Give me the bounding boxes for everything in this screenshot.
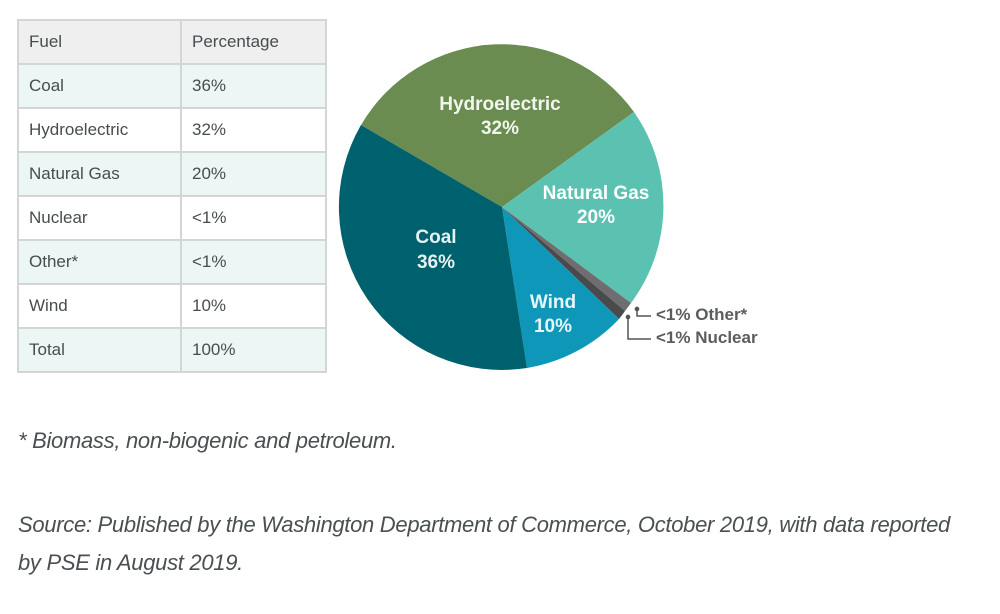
percentage-cell: 32%	[180, 107, 327, 153]
fuel-cell: Wind	[17, 283, 182, 329]
percentage-cell: 100%	[180, 327, 327, 373]
fuel-cell: Nuclear	[17, 195, 182, 241]
label-natural-gas-pct: 20%	[577, 207, 615, 228]
pie-slice-wind	[502, 207, 619, 368]
source-citation: Source: Published by the Washington Depa…	[18, 512, 950, 575]
label-coal-pct: 36%	[417, 252, 455, 273]
fuel-mix-pie-chart: Hydroelectric 32% Natural Gas 20% Coal 3…	[338, 44, 758, 370]
label-wind-pct: 10%	[534, 316, 572, 337]
pie-slice-nuclear	[502, 207, 625, 319]
pie-slice-hydroelectric	[361, 44, 634, 207]
fuel-cell: Other*	[17, 239, 182, 285]
pie-slice-other	[502, 207, 631, 311]
table-row: Nuclear <1%	[17, 195, 327, 241]
callout-other: <1% Other*	[656, 305, 748, 324]
callout-nuclear: <1% Nuclear	[656, 328, 758, 347]
fuel-cell: Total	[17, 327, 182, 373]
callout-other-leader	[634, 306, 651, 317]
header-fuel: Fuel	[17, 19, 182, 65]
pie-slice-coal	[338, 125, 527, 370]
table-header-row: Fuel Percentage	[17, 19, 327, 65]
fuel-cell: Hydroelectric	[17, 107, 182, 153]
label-hydroelectric-name: Hydroelectric	[439, 94, 561, 115]
fuel-cell: Natural Gas	[17, 151, 182, 197]
pie-slice-natural-gas	[502, 112, 664, 303]
table-row: Coal 36%	[17, 63, 327, 109]
fuel-cell: Coal	[17, 63, 182, 109]
table-row: Other* <1%	[17, 239, 327, 285]
label-coal-name: Coal	[415, 227, 456, 248]
fuel-percentage-table: Fuel Percentage Coal 36% Hydroelectric 3…	[17, 19, 327, 373]
table-row-total: Total 100%	[17, 327, 327, 373]
label-hydroelectric-pct: 32%	[481, 118, 519, 139]
table-row: Wind 10%	[17, 283, 327, 329]
header-percentage: Percentage	[180, 19, 327, 65]
percentage-cell: <1%	[180, 195, 327, 241]
percentage-cell: 36%	[180, 63, 327, 109]
percentage-cell: 10%	[180, 283, 327, 329]
table-row: Hydroelectric 32%	[17, 107, 327, 153]
label-natural-gas-name: Natural Gas	[543, 183, 650, 204]
callout-nuclear-leader	[625, 314, 651, 340]
percentage-cell: <1%	[180, 239, 327, 285]
label-wind-name: Wind	[530, 292, 576, 313]
footnote: * Biomass, non-biogenic and petroleum.	[18, 428, 397, 453]
table-row: Natural Gas 20%	[17, 151, 327, 197]
percentage-cell: 20%	[180, 151, 327, 197]
